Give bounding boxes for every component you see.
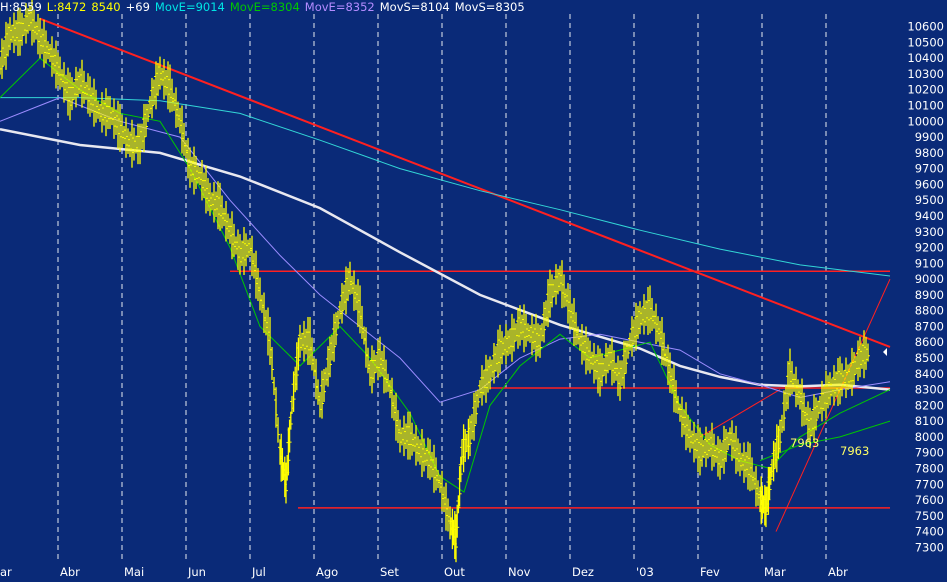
header-high: H:8559: [0, 0, 42, 14]
series-movs-8305: [759, 420, 891, 462]
y-tick-label: 7700: [915, 477, 944, 491]
x-tick-label: Jul: [251, 565, 266, 579]
chart-series: [0, 0, 891, 563]
y-tick-label: 8800: [915, 304, 944, 318]
header-change: +69: [125, 0, 150, 14]
y-tick-label: 10100: [907, 99, 944, 113]
series-movs-8104: [0, 127, 891, 391]
y-tick-label: 10600: [907, 20, 944, 34]
y-tick-label: 7500: [915, 509, 944, 523]
x-tick-label: Nov: [508, 565, 531, 579]
y-tick-label: 9000: [915, 272, 944, 286]
header-mas-2: MovS=8305: [454, 0, 525, 14]
y-tick-label: 10300: [907, 67, 944, 81]
y-tick-label: 9400: [915, 209, 944, 223]
y-tick-label: 9900: [915, 130, 944, 144]
x-tick-label: Fev: [700, 565, 720, 579]
y-tick-label: 9700: [915, 162, 944, 176]
x-tick-label: Set: [380, 565, 399, 579]
trendline: [699, 389, 781, 438]
x-tick-label: Abr: [828, 565, 848, 579]
y-tick-label: 9200: [915, 241, 944, 255]
y-tick-label: 8700: [915, 319, 944, 333]
y-tick-label: 8200: [915, 398, 944, 412]
annotations: 7963 7963: [790, 436, 869, 458]
x-tick-label: Dez: [572, 565, 594, 579]
y-tick-label: 7300: [915, 540, 944, 554]
y-tick-label: 8900: [915, 288, 944, 302]
y-tick-label: 9600: [915, 177, 944, 191]
x-tick-label: ar: [0, 565, 12, 579]
y-tick-label: 10500: [907, 35, 944, 49]
series-move-8304: [0, 57, 891, 493]
y-tick-label: 8100: [915, 414, 944, 428]
trendline: [775, 278, 891, 532]
x-tick-label: Mai: [124, 565, 144, 579]
x-axis-labels: ar Abr Mai Jun Jul Ago Set Out Nov Dez '03 Fev Mar Ab…: [0, 565, 848, 579]
y-tick-label: 9300: [915, 225, 944, 239]
x-tick-label: Jun: [187, 565, 206, 579]
x-tick-label: Mar: [764, 565, 786, 579]
y-tick-label: 9100: [915, 256, 944, 270]
y-tick-label: 9500: [915, 193, 944, 207]
header-ma-green: MovE=8304: [229, 0, 300, 14]
y-tick-label: 8000: [915, 430, 944, 444]
y-tick-label: 10400: [907, 51, 944, 65]
y-tick-label: 8600: [915, 335, 944, 349]
y-tick-label: 7400: [915, 525, 944, 539]
series-move-9014: [0, 97, 891, 277]
header-mas-1: MovS=8104: [379, 0, 450, 14]
y-tick-label: 7900: [915, 446, 944, 460]
header-ma-violet: MovE=8352: [304, 0, 375, 14]
x-tick-label: Abr: [60, 565, 80, 579]
y-tick-label: 8300: [915, 383, 944, 397]
y-tick-label: 7800: [915, 461, 944, 475]
header-low: L:8472: [46, 0, 87, 14]
x-tick-label: Ago: [316, 565, 338, 579]
header-last: 8540: [91, 0, 121, 14]
last-price-marker: [883, 348, 887, 356]
x-tick-label: '03: [636, 565, 654, 579]
y-tick-label: 9800: [915, 146, 944, 160]
header-ma-cyan: MovE=9014: [154, 0, 225, 14]
annotation-label: 7963: [840, 444, 869, 458]
y-tick-label: 10200: [907, 83, 944, 97]
x-tick-label: Out: [444, 565, 465, 579]
y-tick-label: 8400: [915, 367, 944, 381]
y-tick-label: 7600: [915, 493, 944, 507]
chart-header: H:8559 L:8472 8540 +69 MovE=9014 MovE=8304 Mov…: [0, 0, 530, 14]
y-tick-label: 8500: [915, 351, 944, 365]
trendline: [39, 17, 891, 348]
y-tick-label: 10000: [907, 114, 944, 128]
annotation-label: 7963: [790, 436, 819, 450]
